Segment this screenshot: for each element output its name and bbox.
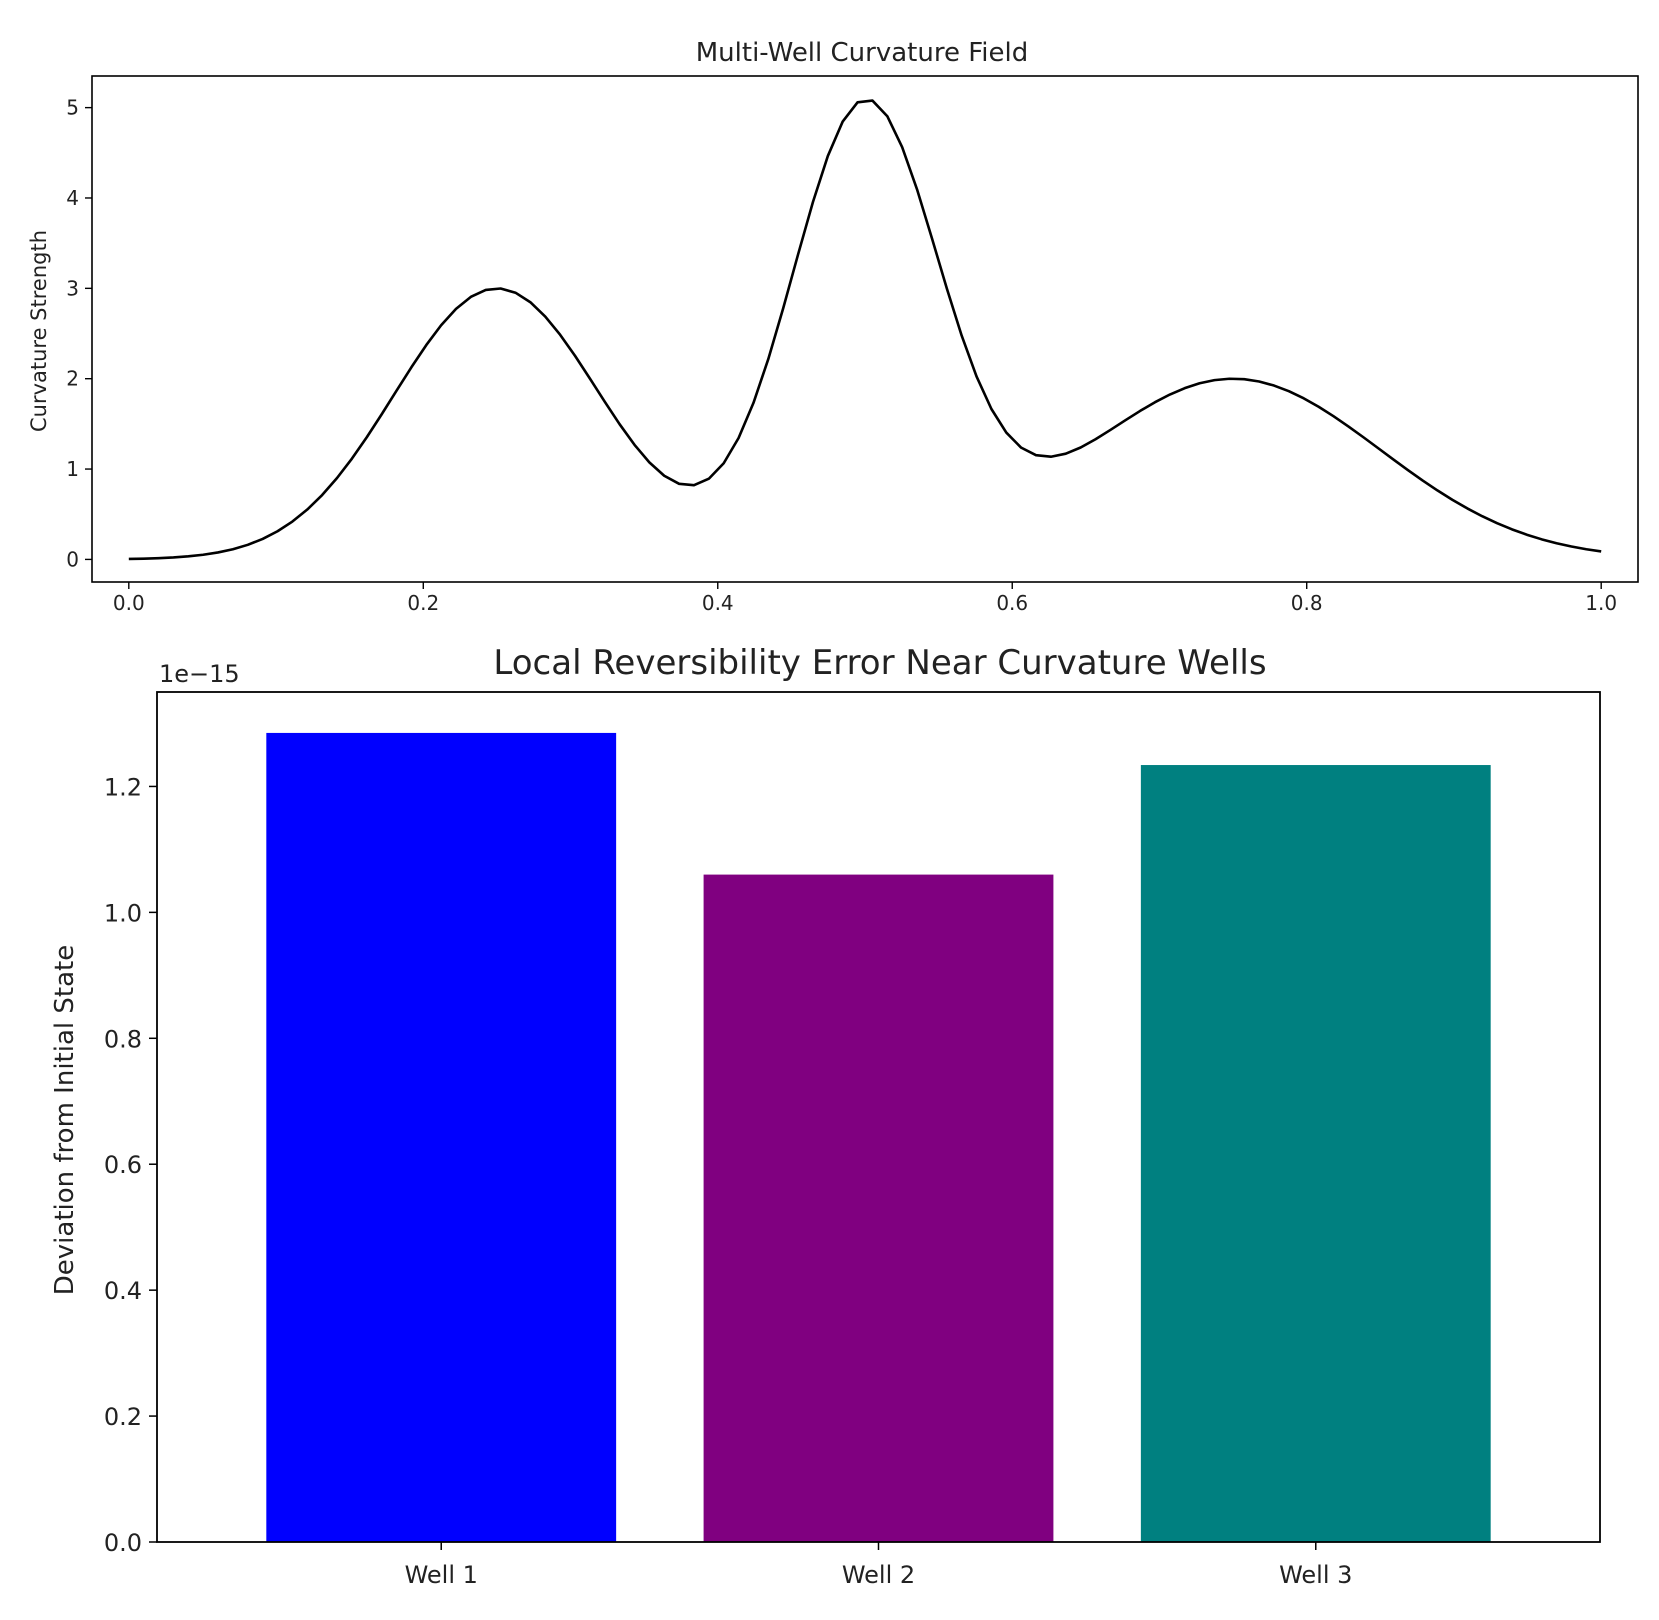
curvature-line [128,99,1602,561]
reversibility-axes-frame [156,691,1601,1543]
reversibility-x-ticks: Well 1 Well 2 Well 3 [405,1542,1352,1589]
reversibility-y-tick-label: 0.2 [104,1403,142,1431]
reversibility-y-tick-label: 1.2 [104,773,142,801]
curvature-chart: Multi-Well Curvature Field Curvature Str… [27,38,1639,615]
reversibility-y-axis-label: Deviation from Initial State [50,945,80,1295]
reversibility-x-tick-label: Well 2 [842,1561,915,1589]
y-axis-offset-label: 1e−15 [159,660,240,688]
curvature-y-axis-label: Curvature Strength [27,230,51,432]
reversibility-y-tick-label: 0.6 [104,1151,142,1179]
curvature-y-tick-label: 4 [66,186,79,210]
bar-well-3 [1140,765,1491,1542]
curvature-x-tick-label: 0.2 [407,591,439,615]
reversibility-y-tick-label: 1.0 [104,899,142,927]
curvature-y-tick-label: 1 [66,457,79,481]
curvature-x-tick-label: 0.6 [996,591,1028,615]
bar-well-2 [703,874,1054,1542]
reversibility-y-tick-label: 0.4 [104,1277,142,1305]
curvature-chart-title: Multi-Well Curvature Field [696,38,1028,68]
curvature-x-tick-label: 0.0 [113,591,145,615]
curvature-x-tick-label: 0.8 [1291,591,1323,615]
reversibility-y-tick-label: 0.0 [104,1529,142,1557]
curvature-y-tick-label: 5 [66,96,79,120]
curvature-y-tick-label: 0 [66,547,79,571]
reversibility-y-ticks: 0.0 0.2 0.4 0.6 0.8 1.0 1.2 [104,773,157,1557]
bars [266,732,1491,1542]
reversibility-y-tick-label: 0.8 [104,1025,142,1053]
curvature-y-tick-label: 2 [66,367,79,391]
curvature-y-ticks: 0 1 2 3 4 5 [66,96,92,571]
curvature-y-tick-label: 3 [66,276,79,300]
bar-well-1 [266,732,617,1542]
curvature-x-tick-label: 0.4 [702,591,734,615]
curvature-x-ticks: 0.0 0.2 0.4 0.6 0.8 1.0 [113,582,1617,615]
reversibility-chart-title: Local Reversibility Error Near Curvature… [493,643,1266,683]
curvature-x-tick-label: 1.0 [1585,591,1617,615]
reversibility-x-tick-label: Well 1 [405,1561,478,1589]
reversibility-chart: Local Reversibility Error Near Curvature… [50,643,1601,1589]
curvature-axes-frame [91,75,1639,583]
reversibility-x-tick-label: Well 3 [1279,1561,1352,1589]
